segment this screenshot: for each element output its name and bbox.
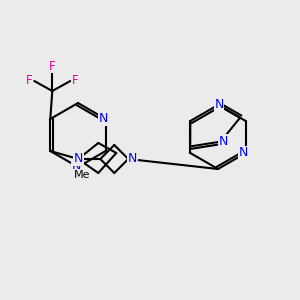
Text: N: N: [99, 112, 108, 125]
Text: N: N: [214, 98, 224, 112]
Text: F: F: [72, 74, 79, 88]
Text: N: N: [219, 135, 228, 148]
Text: N: N: [71, 160, 81, 173]
Text: F: F: [26, 74, 33, 88]
Text: Me: Me: [74, 170, 91, 180]
Text: N: N: [239, 146, 248, 160]
Text: N: N: [74, 152, 83, 166]
Text: F: F: [49, 59, 56, 73]
Text: N: N: [128, 152, 137, 166]
